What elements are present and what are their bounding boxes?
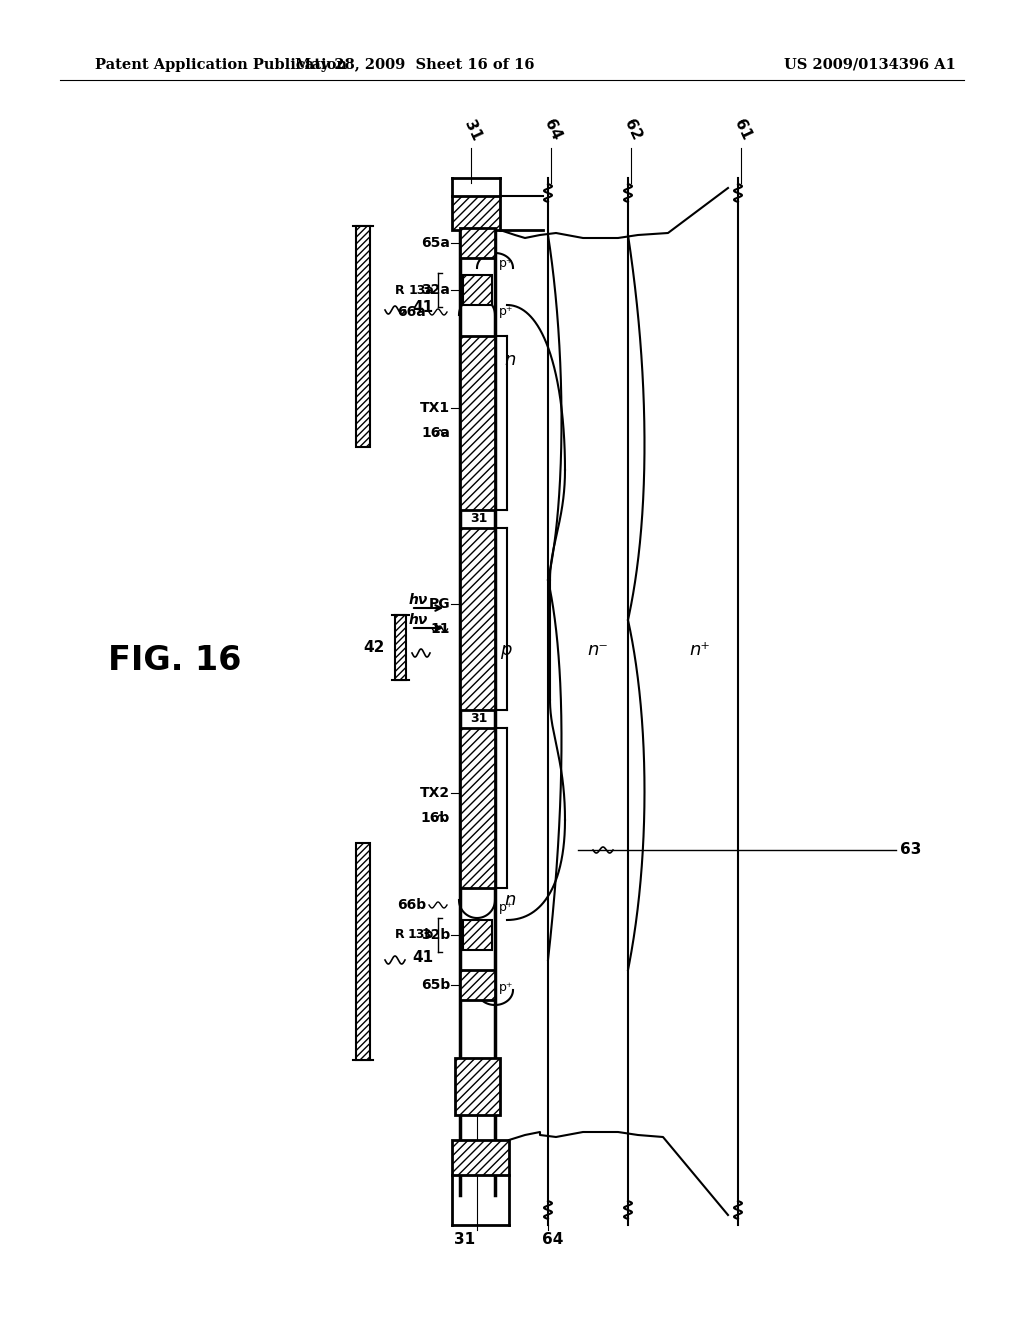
Text: 13b: 13b — [408, 928, 434, 941]
Text: 16b: 16b — [421, 810, 450, 825]
Bar — [452, 1140, 509, 1175]
Text: n⁻: n⁻ — [588, 642, 608, 659]
Text: 63: 63 — [900, 842, 922, 858]
Bar — [356, 843, 370, 1060]
Bar — [460, 337, 495, 510]
Text: 16a: 16a — [421, 426, 450, 440]
Text: 66b: 66b — [397, 898, 426, 912]
Text: 65b: 65b — [421, 978, 450, 993]
Text: 64: 64 — [543, 1233, 563, 1247]
Text: 11: 11 — [430, 622, 450, 636]
Text: US 2009/0134396 A1: US 2009/0134396 A1 — [784, 58, 956, 73]
Text: 31: 31 — [462, 117, 484, 143]
Text: 32b: 32b — [421, 928, 450, 942]
Text: R: R — [395, 928, 406, 941]
Text: PG: PG — [428, 597, 450, 611]
Bar — [395, 615, 406, 680]
Text: 61: 61 — [732, 117, 755, 143]
Text: TX2: TX2 — [420, 785, 450, 800]
Text: p: p — [501, 642, 512, 659]
Bar — [460, 970, 495, 1001]
Text: 41: 41 — [412, 950, 433, 965]
Text: FIG. 16: FIG. 16 — [109, 644, 242, 676]
Bar — [460, 528, 495, 710]
Bar — [463, 275, 492, 305]
Text: n: n — [504, 351, 516, 370]
Text: 64: 64 — [542, 117, 564, 143]
Bar — [460, 228, 495, 257]
Text: 65a: 65a — [421, 236, 450, 249]
Text: 42: 42 — [364, 640, 385, 656]
Text: 31: 31 — [470, 711, 487, 725]
Bar — [452, 195, 500, 230]
Text: n⁺: n⁺ — [689, 642, 711, 659]
Text: 66a: 66a — [397, 305, 426, 319]
Text: 31: 31 — [470, 512, 487, 525]
Text: R: R — [395, 284, 406, 297]
Text: hν: hν — [409, 612, 428, 627]
Bar — [463, 920, 492, 950]
Text: TX1: TX1 — [420, 401, 450, 414]
Text: 32a: 32a — [421, 282, 450, 297]
Text: p⁺: p⁺ — [499, 902, 513, 915]
Text: p⁺: p⁺ — [499, 256, 513, 269]
Text: 62: 62 — [622, 117, 644, 143]
Text: 41: 41 — [412, 301, 433, 315]
Text: Patent Application Publication: Patent Application Publication — [95, 58, 347, 73]
Text: 13a: 13a — [409, 284, 434, 297]
Text: n: n — [504, 891, 516, 909]
Bar — [460, 729, 495, 888]
Text: May 28, 2009  Sheet 16 of 16: May 28, 2009 Sheet 16 of 16 — [295, 58, 535, 73]
Text: hν: hν — [409, 593, 428, 607]
Text: p⁺: p⁺ — [499, 982, 513, 994]
Bar — [455, 1059, 500, 1115]
Text: 31: 31 — [455, 1233, 475, 1247]
Bar — [356, 226, 370, 447]
Text: p⁺: p⁺ — [499, 305, 513, 318]
